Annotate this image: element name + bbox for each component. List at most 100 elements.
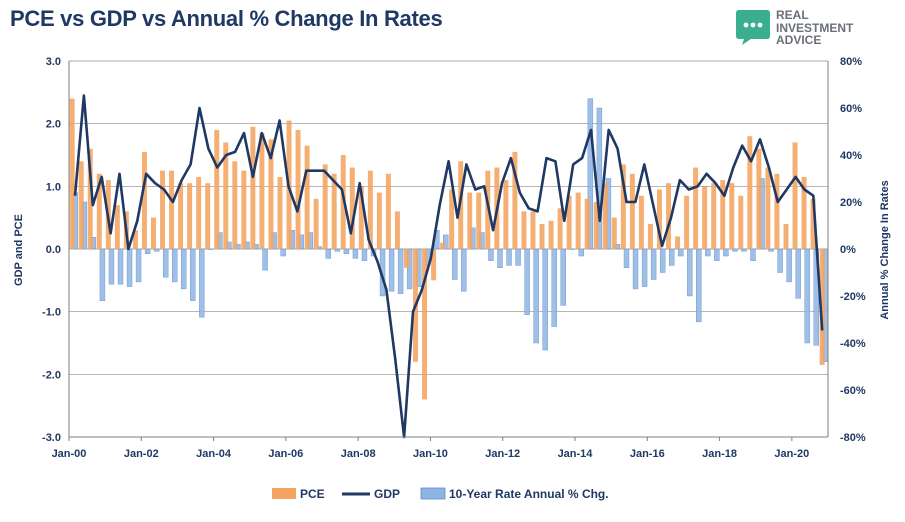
rate-bar xyxy=(533,248,539,344)
pce-bar xyxy=(376,192,382,249)
rate-bar xyxy=(506,248,512,266)
pce-bar xyxy=(422,249,428,400)
rate-bar xyxy=(443,234,449,250)
pce-bar xyxy=(584,198,590,249)
left-tick-label: 1.0 xyxy=(46,181,61,193)
pce-bar xyxy=(331,173,337,249)
pce-bar xyxy=(476,192,482,249)
rate-bar xyxy=(786,248,792,283)
pce-bar xyxy=(250,126,256,249)
rate-bar xyxy=(199,248,205,318)
right-tick-label: -20% xyxy=(840,291,866,303)
pce-bar xyxy=(178,183,184,249)
pce-bar xyxy=(575,192,581,249)
rate-bar xyxy=(714,248,720,261)
right-tick-label: 0% xyxy=(840,244,856,256)
rate-bar xyxy=(569,248,575,250)
right-tick-label: 80% xyxy=(840,56,862,68)
legend-label-gdp: GDP xyxy=(374,487,400,501)
pce-bar xyxy=(205,183,211,249)
pce-bar xyxy=(241,170,247,249)
right-tick-label: -80% xyxy=(840,432,866,444)
rate-bar xyxy=(461,248,467,292)
pce-bar xyxy=(169,170,175,249)
left-axis-title: GDP and PCE xyxy=(13,214,25,286)
pce-bar xyxy=(214,129,220,249)
x-tick-label: Jan-06 xyxy=(268,448,303,460)
rate-bar xyxy=(162,248,169,278)
pce-bar xyxy=(765,167,771,249)
rate-bar xyxy=(687,248,693,297)
right-tick-label: 40% xyxy=(840,150,862,162)
pce-bar xyxy=(521,211,527,249)
pce-bar xyxy=(620,164,626,249)
pce-bar xyxy=(729,183,735,249)
pce-bar xyxy=(684,195,690,249)
pce-bar xyxy=(602,183,608,249)
legend-label-pce: PCE xyxy=(300,487,325,501)
rate-bar xyxy=(452,248,458,280)
rate-bar xyxy=(659,248,666,273)
axes: 3.0 2.0 1.0 0.0 -1.0 -2.0 -3.0 80% 60% 40% 20% 0% -2… xyxy=(42,56,866,460)
x-tick-label: Jan-18 xyxy=(702,448,737,460)
rate-bar xyxy=(397,248,404,294)
pce-bar xyxy=(87,148,93,249)
rate-bar xyxy=(641,248,648,287)
pce-bar xyxy=(259,133,265,249)
rate-bar xyxy=(117,248,124,285)
rate-bar xyxy=(623,248,630,268)
pce-bar xyxy=(792,142,798,249)
pce-bar xyxy=(394,211,400,249)
rate-bar xyxy=(578,248,585,257)
rate-bar xyxy=(135,248,142,283)
rate-bar xyxy=(343,248,350,254)
rate-bar xyxy=(99,248,106,301)
pce-bar xyxy=(747,136,753,249)
pce-bar xyxy=(702,186,708,249)
left-tick-label: -2.0 xyxy=(42,369,61,381)
gdp-line-layer xyxy=(73,94,824,439)
left-tick-label: -3.0 xyxy=(42,432,61,444)
pce-bar xyxy=(150,217,156,249)
pce-bar xyxy=(403,249,409,268)
pce-bar xyxy=(69,98,75,249)
x-tick-label: Jan-16 xyxy=(630,448,665,460)
x-tick-label: Jan-12 xyxy=(485,448,520,460)
pce-bar xyxy=(539,223,545,249)
pce-bar xyxy=(431,249,437,281)
legend-swatch-rate xyxy=(420,487,446,500)
pce-bar xyxy=(666,183,672,249)
rate-bar xyxy=(153,248,160,252)
right-tick-label: 60% xyxy=(840,103,862,115)
x-tick-label: Jan-14 xyxy=(558,448,594,460)
pce-bar xyxy=(693,167,699,249)
rate-bar xyxy=(587,98,594,250)
pce-bar xyxy=(810,198,816,249)
left-tick-label: 0.0 xyxy=(46,244,61,256)
pce-bar xyxy=(557,208,563,249)
left-tick-label: -1.0 xyxy=(42,307,61,319)
rate-bar xyxy=(741,248,747,252)
pce-bar xyxy=(268,139,274,249)
pce-bar xyxy=(801,176,807,249)
pce-bar xyxy=(783,223,789,249)
right-tick-label: 20% xyxy=(840,197,862,209)
rate-bar xyxy=(208,248,214,250)
x-tick-label: Jan-10 xyxy=(413,448,448,460)
rate-bar xyxy=(172,248,178,283)
pce-bar xyxy=(629,173,635,249)
pce-bar xyxy=(385,173,391,249)
rate-bar xyxy=(524,248,530,316)
x-tick-label: Jan-08 xyxy=(341,448,376,460)
pce-bar xyxy=(711,183,717,249)
logo-line-3: ADVICE xyxy=(776,33,822,47)
right-axis-title: Annual % Change In Rates xyxy=(879,180,891,319)
pce-bar xyxy=(114,205,120,249)
rate-bar xyxy=(723,248,729,257)
pce-bar xyxy=(738,195,744,249)
rate-bar xyxy=(678,248,684,257)
chart-title: PCE vs GDP vs Annual % Change In Rates xyxy=(10,6,443,31)
pce-bar xyxy=(132,230,138,249)
pce-bar xyxy=(440,242,446,249)
